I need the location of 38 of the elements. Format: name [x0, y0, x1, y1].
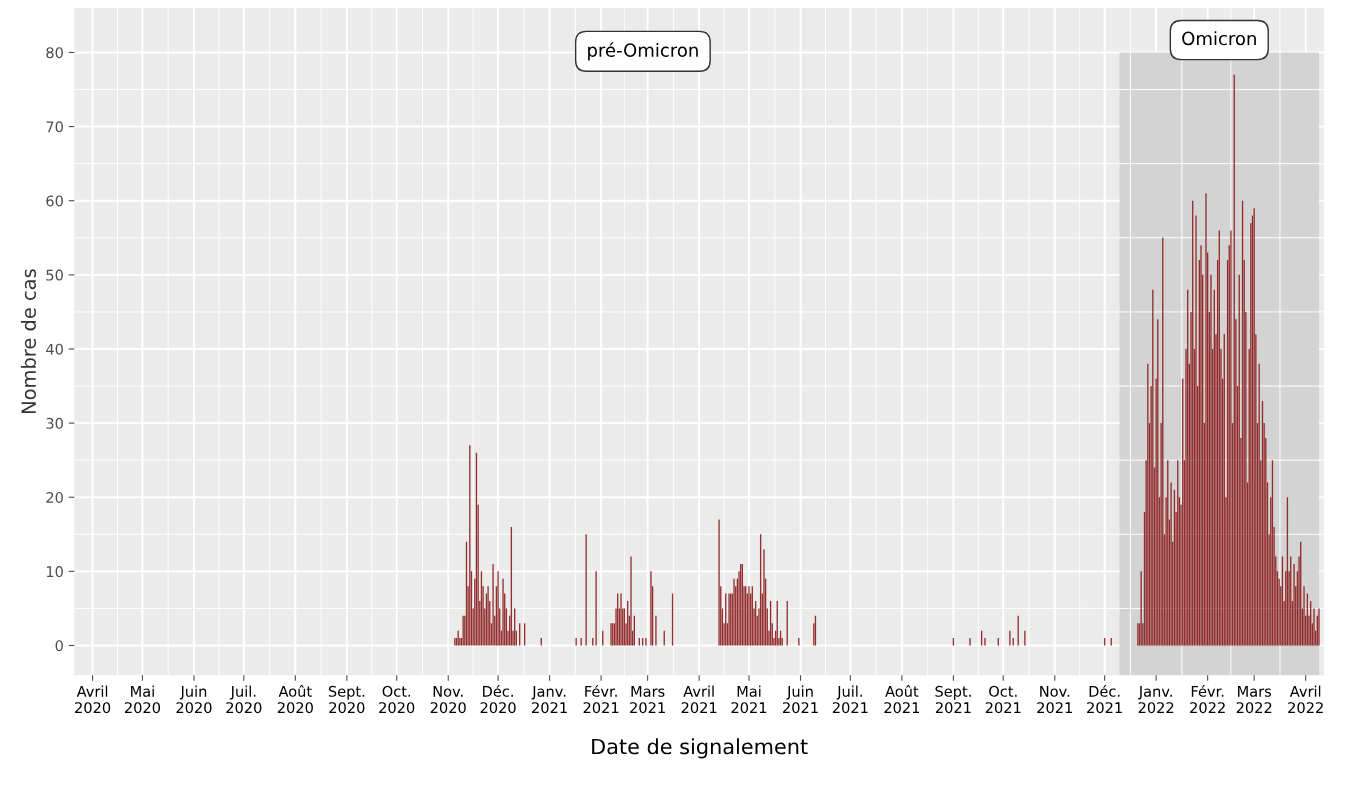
- y-tick-label: 30: [46, 417, 63, 429]
- x-tick-label: Août 2020: [277, 684, 313, 714]
- x-tick-label: Juil. 2021: [832, 685, 868, 714]
- y-tick-label: 60: [46, 195, 63, 207]
- x-tick-label: Oct. 2020: [379, 685, 415, 714]
- x-tick-label: Févr. 2022: [1190, 684, 1225, 714]
- x-tick-label: Sept. 2021: [935, 685, 971, 714]
- band-label: Omicron: [1182, 31, 1256, 46]
- y-tick-label: 10: [46, 566, 63, 578]
- x-tick-label: Juin 2020: [176, 685, 212, 714]
- y-tick-label: 80: [46, 47, 63, 59]
- x-tick-label: Sept. 2020: [328, 685, 365, 714]
- y-tick-label: 20: [46, 491, 63, 503]
- annotation: pré-Omicron: [588, 42, 698, 61]
- x-tick-label: Avril 2022: [1288, 685, 1323, 714]
- y-axis-title: Nombre de cas: [20, 269, 37, 413]
- x-tick-label: Nov. 2021: [1037, 686, 1072, 714]
- x-axis-title: Date de signalement: [592, 738, 808, 759]
- x-tick-label: Mai 2020: [124, 685, 161, 714]
- x-tick-label: Févr. 2021: [583, 684, 619, 714]
- x-tick-label: Oct. 2021: [985, 685, 1021, 714]
- y-tick-label: 70: [46, 121, 63, 133]
- x-tick-label: Mars 2021: [630, 686, 665, 714]
- x-tick-label: Déc. 2020: [480, 684, 516, 714]
- y-tick-label: 40: [46, 343, 63, 355]
- x-tick-label: Janv. 2022: [1138, 686, 1174, 714]
- x-tick-label: Nov. 2020: [430, 686, 466, 714]
- x-tick-label: Août 2021: [884, 684, 920, 714]
- x-tick-label: Déc. 2021: [1087, 684, 1122, 714]
- x-tick-label: Avril 2020: [75, 685, 111, 714]
- x-tick-label: Juin 2021: [783, 685, 818, 714]
- y-tick-label: 50: [46, 269, 63, 281]
- x-tick-label: Mai 2021: [731, 685, 767, 714]
- x-tick-label: Janv. 2021: [531, 686, 567, 714]
- x-tick-label: Avril 2021: [681, 685, 717, 714]
- x-tick-label: Juil. 2020: [226, 685, 262, 714]
- x-tick-label: Mars 2022: [1236, 686, 1272, 714]
- y-tick-label: 0: [55, 640, 63, 652]
